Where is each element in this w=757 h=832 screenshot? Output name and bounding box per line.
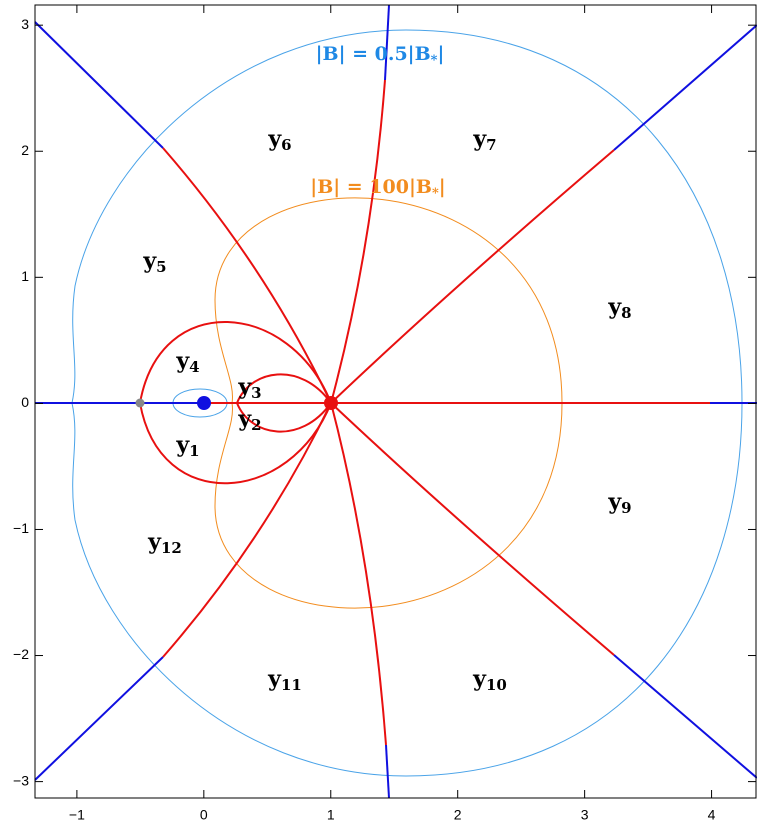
y-tick-label: −3 [13, 772, 29, 788]
y-tick-label: 3 [21, 16, 29, 32]
subscript: * [431, 53, 438, 68]
text: |B| = 0.5|B [316, 43, 431, 65]
subscript: 1 [189, 442, 199, 460]
subscript: 6 [281, 136, 291, 154]
subscript: 3 [251, 384, 261, 402]
text: y [607, 294, 622, 320]
region-label: y6 [267, 126, 291, 154]
text: y [237, 406, 252, 432]
region-label: y9 [607, 489, 631, 517]
region-label: y7 [472, 126, 496, 154]
x-tick-label: −1 [69, 807, 85, 823]
red-point [324, 396, 338, 410]
x-tick-label: 2 [454, 807, 462, 823]
text: y [147, 529, 162, 555]
region-label: y10 [472, 666, 507, 694]
x-tick-label: 1 [327, 807, 335, 823]
region-label: y2 [237, 406, 261, 434]
subscript: 12 [161, 539, 182, 557]
x-tick-label: 0 [200, 807, 208, 823]
text: |B| = 100|B [310, 176, 432, 198]
text: y [237, 374, 252, 400]
frame [34, 4, 757, 799]
text: y [472, 666, 487, 692]
x-tick-label: 3 [581, 807, 589, 823]
x-tick-label: 4 [708, 807, 716, 823]
y-tick-label: −2 [13, 646, 29, 662]
contour-label: |B| = 100|B*| [310, 176, 445, 201]
text: y [472, 126, 487, 152]
text: y [607, 489, 622, 515]
region-label: y5 [142, 248, 166, 276]
subscript: 8 [621, 304, 631, 322]
region-label: y8 [607, 294, 631, 322]
text: y [175, 348, 190, 374]
subscript: 7 [486, 136, 496, 154]
text: y [267, 126, 282, 152]
y-tick-label: 2 [21, 142, 29, 158]
y-tick-label: 0 [21, 394, 29, 410]
region-label: y12 [147, 529, 182, 557]
text: y [175, 432, 190, 458]
y-tick-label: −1 [13, 520, 29, 536]
suffix: | [437, 43, 444, 65]
suffix: | [439, 176, 446, 198]
region-label: y3 [237, 374, 261, 402]
contour-label: |B| = 0.5|B*| [316, 43, 445, 68]
red-lines [138, 79, 710, 746]
region-label: y1 [175, 432, 199, 460]
y-tick-label: 1 [21, 268, 29, 284]
subscript: 11 [281, 676, 302, 694]
text: y [142, 248, 157, 274]
subscript: 2 [251, 416, 261, 434]
gray-point [135, 398, 145, 408]
text: y [267, 666, 282, 692]
subscript: 4 [189, 358, 199, 376]
subscript: 5 [156, 258, 166, 276]
blue-point [197, 396, 211, 410]
region-label: y11 [267, 666, 302, 694]
subscript: * [432, 186, 439, 201]
subscript: 10 [486, 676, 507, 694]
outer-contour [71, 29, 743, 777]
region-label: y4 [175, 348, 199, 376]
subscript: 9 [621, 499, 631, 517]
